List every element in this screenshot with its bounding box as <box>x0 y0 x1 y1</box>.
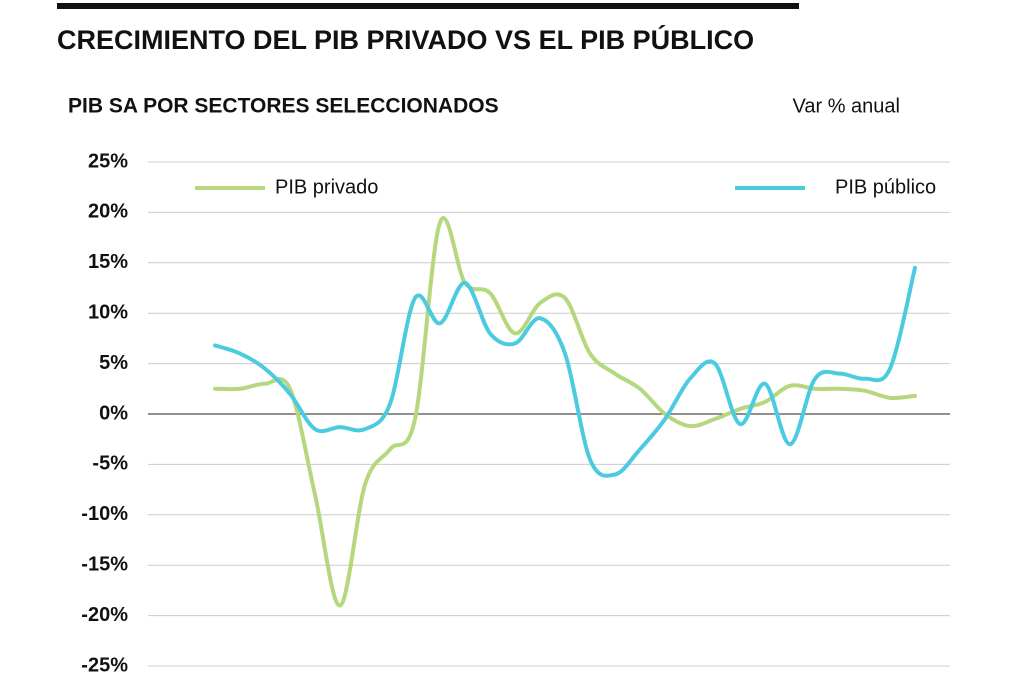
y-tick-label: 25% <box>88 150 128 172</box>
y-tick-label: 0% <box>99 402 128 424</box>
legend-label: PIB privado <box>275 176 378 198</box>
y-tick-label: 20% <box>88 201 128 223</box>
chart-subtitle: PIB SA POR SECTORES SELECCIONADOS <box>68 95 499 118</box>
y-tick-label: -25% <box>81 654 128 676</box>
y-tick-label: -5% <box>92 453 128 475</box>
y-tick-label: -15% <box>81 553 128 575</box>
legend-label: PIB público <box>835 176 936 198</box>
series-line <box>213 265 917 478</box>
y-tick-label: -20% <box>81 604 128 626</box>
chart-title: CRECIMIENTO DEL PIB PRIVADO VS EL PIB PÚ… <box>57 24 754 55</box>
y-tick-label: 15% <box>88 251 128 273</box>
y-tick-label: 10% <box>88 301 128 323</box>
y-tick-label: 5% <box>99 352 128 374</box>
y-tick-label: -10% <box>81 503 128 525</box>
top-rule <box>57 3 799 9</box>
unit-note: Var % anual <box>793 95 900 117</box>
series-line <box>213 216 917 608</box>
